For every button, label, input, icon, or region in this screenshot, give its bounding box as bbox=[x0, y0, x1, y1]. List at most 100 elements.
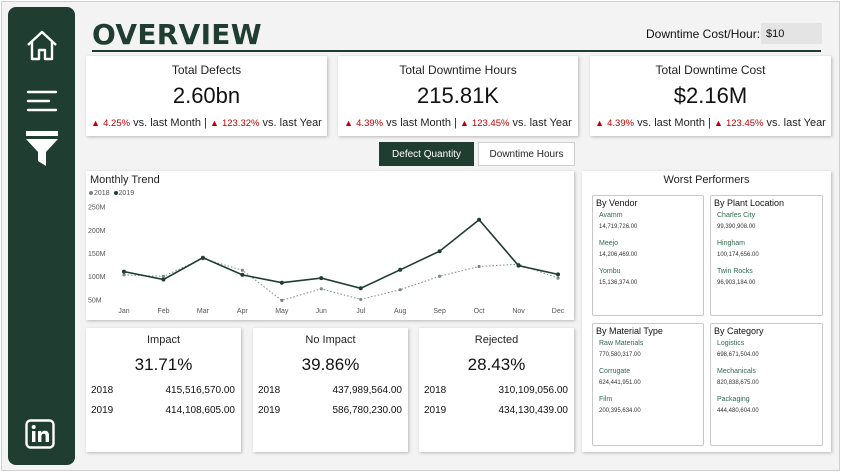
data-point-2019 bbox=[122, 270, 126, 274]
value-cell: 434,130,439.00 bbox=[498, 405, 568, 416]
value-cell: 415,516,570.00 bbox=[165, 385, 235, 396]
no-impact-value: 39.86% bbox=[253, 355, 408, 375]
mom-label: vs. last Month | bbox=[637, 117, 711, 129]
data-point-2019 bbox=[319, 276, 323, 280]
worst-performers-title: Worst Performers bbox=[582, 174, 831, 186]
kpi-card-total-defects: Total Defects 2.60bn ▲ 4.25% vs. last Mo… bbox=[86, 56, 327, 136]
impact-table: 2018 415,516,570.00 2019 414,108,605.00 bbox=[86, 381, 241, 452]
group-title: By Vendor bbox=[596, 198, 638, 208]
year-cell: 2019 bbox=[91, 405, 113, 416]
monthly-trend-card: Monthly Trend 2018 2019 250M 200M 150M 100M… bbox=[86, 171, 574, 320]
kpi-title: Total Defects bbox=[86, 63, 327, 77]
yoy-change: 123.32% bbox=[222, 118, 260, 129]
no-impact-title: No Impact bbox=[253, 334, 408, 346]
data-point-2018 bbox=[122, 273, 125, 276]
y-tick-label: 150M bbox=[88, 251, 106, 258]
x-tick-label: Jun bbox=[316, 308, 327, 315]
rejected-value: 28.43% bbox=[419, 355, 574, 375]
downtime-hours-button[interactable]: Downtime Hours bbox=[478, 142, 575, 166]
up-triangle-icon: ▲ bbox=[595, 118, 604, 128]
data-point-2019 bbox=[201, 256, 205, 260]
data-point-2019 bbox=[438, 249, 442, 253]
x-tick-label: Nov bbox=[512, 308, 525, 315]
home-icon[interactable] bbox=[25, 29, 59, 63]
performer-name[interactable]: Film bbox=[599, 396, 612, 403]
defect-quantity-button[interactable]: Defect Quantity bbox=[379, 142, 474, 166]
up-triangle-icon: ▲ bbox=[210, 118, 219, 128]
mom-label: vs last Month | bbox=[386, 117, 457, 129]
performer-name[interactable]: Meejo bbox=[599, 240, 618, 247]
kpi-title: Total Downtime Cost bbox=[590, 63, 831, 77]
year-cell: 2019 bbox=[424, 405, 446, 416]
rejected-card: Rejected 28.43% 2018 310,109,056.00 2019… bbox=[419, 328, 574, 452]
performer-value: 820,838,675.00 bbox=[717, 380, 759, 386]
impact-card: Impact 31.71% 2018 415,516,570.00 2019 4… bbox=[86, 328, 241, 452]
filter-icon[interactable] bbox=[25, 130, 59, 164]
performer-name[interactable]: Corrugate bbox=[599, 368, 630, 375]
table-row: 2019 586,780,230.00 bbox=[258, 405, 402, 421]
group-title: By Plant Location bbox=[714, 198, 784, 208]
data-point-2019 bbox=[359, 286, 363, 290]
mom-change: 4.39% bbox=[607, 118, 634, 129]
series-line-2019 bbox=[124, 220, 558, 289]
x-tick-label: May bbox=[275, 308, 289, 315]
x-tick-label: Apr bbox=[237, 308, 249, 315]
year-cell: 2019 bbox=[258, 405, 280, 416]
performer-name[interactable]: Hingham bbox=[717, 240, 745, 247]
data-point-2018 bbox=[399, 288, 402, 291]
kpi-value: 215.81K bbox=[338, 83, 578, 109]
kpi-delta: ▲ 4.39% vs last Month | ▲ 123.45% vs. la… bbox=[338, 117, 578, 129]
value-cell: 586,780,230.00 bbox=[332, 405, 402, 416]
table-row: 2018 415,516,570.00 bbox=[91, 385, 235, 401]
year-cell: 2018 bbox=[424, 385, 446, 396]
performer-value: 14,206,469.00 bbox=[599, 252, 637, 258]
yoy-change: 123.45% bbox=[472, 118, 510, 129]
data-point-2018 bbox=[359, 298, 362, 301]
performer-value: 15,136,374.00 bbox=[599, 280, 637, 286]
performer-name[interactable]: Mechanicals bbox=[717, 368, 756, 375]
impact-value: 31.71% bbox=[86, 355, 241, 375]
yoy-label: vs. last Year bbox=[263, 117, 322, 129]
performer-name[interactable]: Avamm bbox=[599, 212, 623, 219]
mom-label: vs. last Month | bbox=[133, 117, 207, 129]
performer-name[interactable]: Packaging bbox=[717, 396, 750, 403]
year-cell: 2018 bbox=[91, 385, 113, 396]
kpi-delta: ▲ 4.25% vs. last Month | ▲ 123.32% vs. l… bbox=[86, 117, 327, 129]
performer-name[interactable]: Raw Materials bbox=[599, 340, 643, 347]
table-row: 2018 437,989,564.00 bbox=[258, 385, 402, 401]
menu-icon[interactable] bbox=[25, 85, 59, 119]
by-vendor-box: By Vendor Avamm 14,719,726.00 Meejo 14,2… bbox=[592, 195, 704, 316]
performer-name[interactable]: Yombu bbox=[599, 268, 621, 275]
data-point-2018 bbox=[241, 269, 244, 272]
page-title: OVERVIEW bbox=[92, 18, 262, 51]
downtime-cost-input[interactable] bbox=[761, 23, 822, 44]
data-point-2019 bbox=[240, 273, 244, 277]
data-point-2018 bbox=[162, 275, 165, 278]
performer-name[interactable]: Twin Rocks bbox=[717, 268, 753, 275]
x-tick-label: Dec bbox=[552, 308, 565, 315]
performer-value: 698,671,504.00 bbox=[717, 352, 759, 358]
performer-name[interactable]: Logistics bbox=[717, 340, 744, 347]
rejected-table: 2018 310,109,056.00 2019 434,130,439.00 bbox=[419, 381, 574, 452]
up-triangle-icon: ▲ bbox=[344, 118, 353, 128]
impact-title: Impact bbox=[86, 334, 241, 346]
performer-value: 444,480,604.00 bbox=[717, 408, 759, 414]
up-triangle-icon: ▲ bbox=[460, 118, 469, 128]
linkedin-icon[interactable] bbox=[25, 419, 59, 453]
x-tick-label: Aug bbox=[394, 308, 407, 315]
performer-value: 14,719,726.00 bbox=[599, 224, 637, 230]
yoy-change: 123.45% bbox=[726, 118, 764, 129]
no-impact-table: 2018 437,989,564.00 2019 586,780,230.00 bbox=[253, 381, 408, 452]
by-category-box: By Category Logistics 698,671,504.00 Mec… bbox=[710, 323, 823, 446]
x-tick-label: Feb bbox=[157, 308, 169, 315]
y-tick-label: 100M bbox=[88, 274, 106, 281]
sidebar bbox=[8, 7, 75, 465]
monthly-trend-chart: 250M 200M 150M 100M 50M Jan Feb Mar Apr May Jun Jul… bbox=[86, 171, 574, 320]
data-point-2018 bbox=[438, 275, 441, 278]
year-cell: 2018 bbox=[258, 385, 280, 396]
performer-name[interactable]: Charles City bbox=[717, 212, 755, 219]
performer-value: 100,174,656.00 bbox=[717, 252, 759, 258]
x-tick-label: Oct bbox=[474, 308, 485, 315]
kpi-title: Total Downtime Hours bbox=[338, 63, 578, 77]
downtime-cost-label: Downtime Cost/Hour: bbox=[646, 27, 760, 41]
